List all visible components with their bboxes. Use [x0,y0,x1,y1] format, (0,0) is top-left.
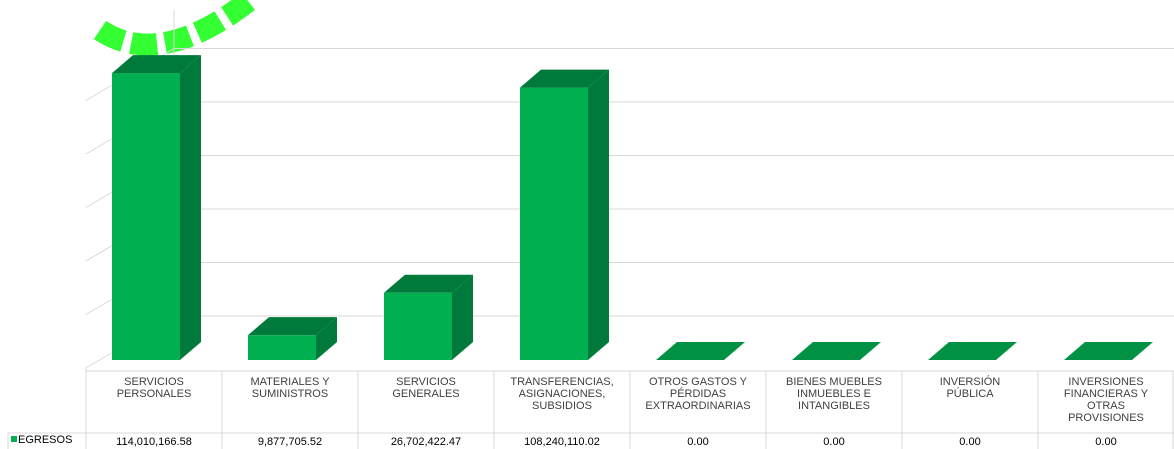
category-label: TRANSFERENCIAS, ASIGNACIONES, SUBSIDIOS [510,376,613,412]
category-label-line: MATERIALES Y [250,376,330,388]
legend-series-name: EGRESOS [18,434,72,446]
category-label-line: TRANSFERENCIAS, [510,376,613,388]
bars [112,55,1153,361]
bar [112,55,201,361]
value-label: 108,240,110.02 [524,436,600,448]
bar [248,317,337,360]
value-label: 26,702,422.47 [391,436,461,448]
category-label-line: INTANGIBLES [798,400,870,412]
category-label-line: OTRAS [1087,400,1125,412]
category-label-line: PÚBLICA [946,387,994,400]
bar [792,342,881,360]
category-label-line: SERVICIOS [124,376,184,388]
category-label-line: SUBSIDIOS [532,400,592,412]
bar [928,342,1017,360]
bar-top [248,317,337,336]
category-label-line: INMUEBLES E [797,388,871,400]
category-label-line: INVERSIONES [1068,376,1143,388]
category-label-line: SUMINISTROS [252,388,328,400]
bar-top [928,342,1017,360]
category-label-line: INVERSIÓN [940,375,1001,388]
value-label: 114,010,166.58 [116,436,192,448]
category-label: MATERIALES Y SUMINISTROS [250,376,330,400]
watermark-arc [93,0,257,56]
bar-top [792,342,881,360]
bar-side [180,55,201,361]
bar-front [112,73,180,361]
bar-side [316,317,337,360]
bar-side [452,274,473,360]
bar [1064,342,1153,360]
bar-top [1064,342,1153,360]
category-label-line: BIENES MUEBLES [786,376,882,388]
category-label-line: PERSONALES [117,388,192,400]
bar-front [520,87,588,360]
category-label-line: PÉRDIDAS [670,387,726,400]
category-label: SERVICIOS GENERALES [392,376,459,400]
value-label: 0.00 [823,436,844,448]
bar [520,69,609,360]
category-label-line: GENERALES [392,388,459,400]
bar-side [588,69,609,360]
category-label: INVERSIONES FINANCIERAS Y OTRAS PROVISIONES [1064,376,1149,424]
value-label: 0.00 [687,436,708,448]
category-label-line: PROVISIONES [1068,412,1144,424]
value-label: 9,877,705.52 [258,436,322,448]
category-label-line: ASIGNACIONES, [519,388,606,400]
bar-top [112,55,201,74]
category-label: SERVICIOS PERSONALES [117,376,192,400]
category-label-line: FINANCIERAS Y [1064,388,1149,400]
bar-top [656,342,745,360]
category-label-line: EXTRAORDINARIAS [645,400,750,412]
category-label: INVERSIÓN PÚBLICA [940,375,1001,400]
legend-swatch [11,436,17,442]
bar [656,342,745,360]
bar-top [384,274,473,293]
bar [384,274,473,360]
bar-front [248,335,316,360]
bar-top [520,69,609,88]
value-label: 0.00 [1095,436,1116,448]
bar-front [384,292,452,360]
category-label: BIENES MUEBLES INMUEBLES E INTANGIBLES [786,376,882,412]
category-label-line: SERVICIOS [396,376,456,388]
watermark [93,0,257,56]
category-label-line: OTROS GASTOS Y [649,376,748,388]
category-label: OTROS GASTOS Y PÉRDIDAS EXTRAORDINARIAS [645,376,750,412]
value-label: 0.00 [959,436,980,448]
